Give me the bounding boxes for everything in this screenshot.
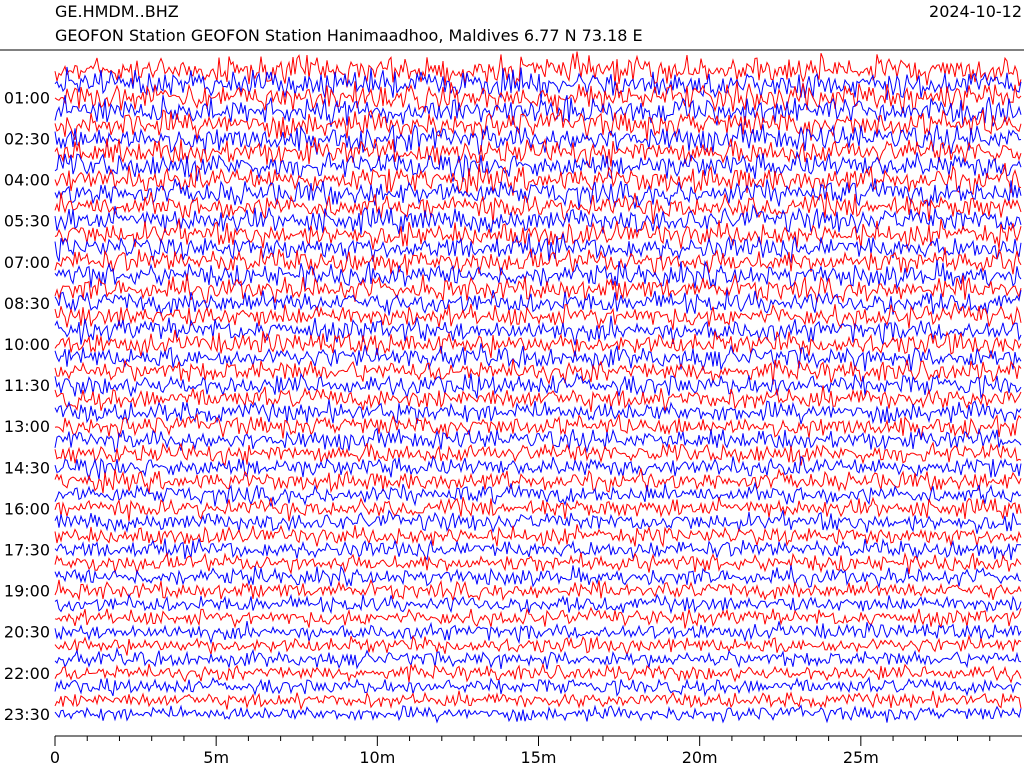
y-tick-label: 14:30 (4, 458, 50, 477)
trace (54, 247, 1022, 276)
y-tick-label: 16:00 (4, 499, 50, 518)
x-tick-label: 20m (682, 748, 718, 767)
trace (54, 233, 1022, 264)
x-tick-label: 0 (50, 748, 60, 767)
trace (54, 551, 1022, 575)
trace (54, 578, 1022, 603)
trace (54, 51, 1022, 88)
trace (54, 81, 1022, 114)
y-tick-label: 22:00 (4, 664, 50, 683)
trace (54, 676, 1022, 697)
y-tick-label: 07:00 (4, 253, 50, 272)
trace (54, 524, 1022, 548)
trace (54, 621, 1022, 645)
trace (54, 606, 1022, 629)
trace (54, 273, 1022, 304)
y-tick-label: 20:30 (4, 623, 50, 642)
trace (54, 259, 1022, 290)
trace (54, 66, 1022, 101)
x-tick-label: 10m (359, 748, 395, 767)
trace (54, 704, 1022, 724)
y-tick-label: 19:00 (4, 582, 50, 601)
trace (54, 162, 1022, 196)
trace (54, 371, 1022, 400)
trace (54, 481, 1022, 507)
trace (54, 646, 1022, 670)
date: 2024-10-12 (929, 2, 1022, 21)
trace (54, 178, 1022, 209)
trace (54, 593, 1022, 615)
y-tick-label: 23:30 (4, 705, 50, 724)
station-code: GE.HMDM..BHZ (55, 2, 179, 21)
trace (54, 137, 1022, 169)
trace (54, 329, 1022, 359)
trace (54, 191, 1022, 224)
subtitle: GEOFON Station GEOFON Station Hanimaadho… (55, 26, 643, 45)
trace (54, 565, 1022, 589)
trace (54, 359, 1022, 385)
trace (54, 538, 1021, 561)
trace (54, 690, 1022, 711)
y-tick-label: 04:00 (4, 171, 50, 190)
trace (54, 343, 1022, 372)
trace (54, 496, 1022, 522)
trace (54, 662, 1022, 684)
y-tick-label: 11:30 (4, 376, 50, 395)
y-tick-label: 02:30 (4, 130, 50, 149)
trace (54, 301, 1022, 330)
y-tick-label: 08:30 (4, 294, 50, 313)
trace (54, 289, 1022, 317)
trace (54, 509, 1022, 534)
trace (54, 109, 1022, 141)
x-tick-label: 15m (521, 748, 557, 767)
trace (54, 399, 1022, 425)
trace (54, 385, 1022, 412)
y-tick-label: 05:30 (4, 212, 50, 231)
y-tick-label: 13:00 (4, 417, 50, 436)
trace (54, 315, 1022, 346)
x-tick-label: 25m (843, 748, 879, 767)
y-tick-label: 10:00 (4, 335, 50, 354)
x-tick-label: 5m (203, 748, 229, 767)
trace (54, 427, 1022, 454)
trace (54, 122, 1022, 156)
trace (54, 412, 1022, 439)
traces (54, 51, 1022, 724)
y-tick-label: 01:00 (4, 88, 50, 107)
trace (54, 634, 1022, 657)
trace (54, 455, 1022, 482)
trace (54, 203, 1022, 235)
trace (54, 95, 1022, 127)
trace (54, 441, 1022, 467)
trace (54, 218, 1022, 250)
y-tick-label: 17:30 (4, 541, 50, 560)
trace (54, 150, 1022, 182)
trace (54, 468, 1022, 494)
